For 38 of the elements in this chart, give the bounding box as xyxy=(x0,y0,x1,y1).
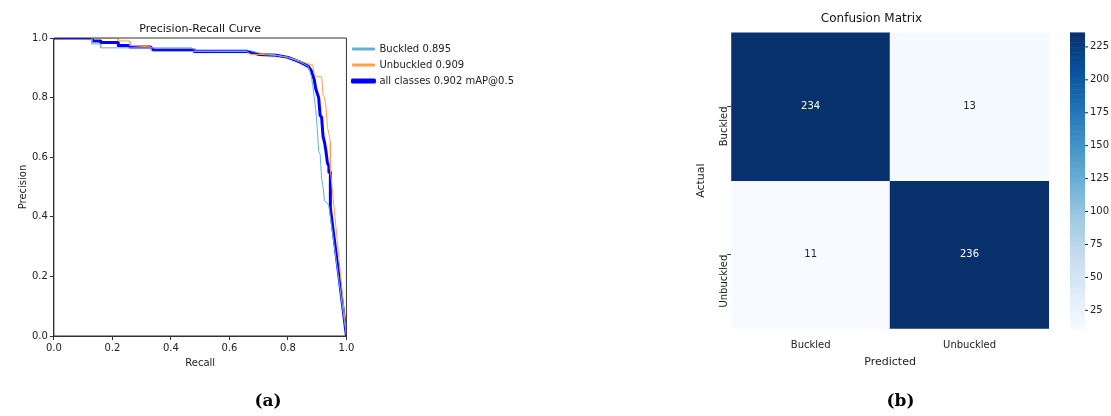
y-tick-label: 0.6 xyxy=(32,150,48,162)
x-axis-title: Recall xyxy=(185,356,216,368)
color-bar-label: 50 xyxy=(1090,271,1103,283)
text: (a) xyxy=(253,390,283,410)
color-bar-label: 75 xyxy=(1090,238,1103,250)
x-tick-label: 0.2 xyxy=(104,341,121,353)
data-label: 236 xyxy=(960,248,980,260)
x-tick-label: 0.8 xyxy=(279,341,296,353)
x-tick-label: 1.0 xyxy=(338,341,355,353)
legend-label: all classes 0.902 mAP@0.5 xyxy=(379,74,515,86)
y-tick-label: 0.2 xyxy=(32,269,48,281)
data-label: 234 xyxy=(801,100,821,112)
data-label: 13 xyxy=(963,100,976,112)
data-label: 11 xyxy=(804,248,818,260)
color-bar-label: 125 xyxy=(1090,172,1110,184)
chart-title: Precision-Recall Curve xyxy=(139,22,262,36)
x-tick-label: 0.6 xyxy=(221,341,238,353)
y-tick-label: 0.8 xyxy=(32,91,48,103)
color-bar-label: 25 xyxy=(1090,303,1103,315)
y-axis-title: Actual xyxy=(694,163,708,198)
x-tick-label: 0.0 xyxy=(45,341,62,353)
x-tick-label: Buckled xyxy=(790,339,831,351)
legend-label: Buckled 0.895 xyxy=(379,42,452,54)
color-bar-label: 200 xyxy=(1090,73,1110,85)
x-tick-label: 0.4 xyxy=(162,341,179,353)
color-bar-label: 100 xyxy=(1090,205,1110,217)
x-axis-title: Predicted xyxy=(864,355,916,369)
color-bar-label: 225 xyxy=(1090,40,1110,52)
y-axis-title: Precision xyxy=(16,164,28,210)
x-tick-label: Unbuckled xyxy=(943,339,997,351)
y-tick-label: 1.0 xyxy=(32,31,48,43)
color-bar-label: 150 xyxy=(1090,139,1110,151)
color-bar-label: 175 xyxy=(1090,106,1110,118)
legend-label: Unbuckled 0.909 xyxy=(379,58,465,70)
y-tick-label: 0.0 xyxy=(32,329,48,341)
text: (b) xyxy=(885,390,916,410)
y-tick-label: 0.4 xyxy=(32,210,48,222)
chart-title: Confusion Matrix xyxy=(820,11,923,26)
